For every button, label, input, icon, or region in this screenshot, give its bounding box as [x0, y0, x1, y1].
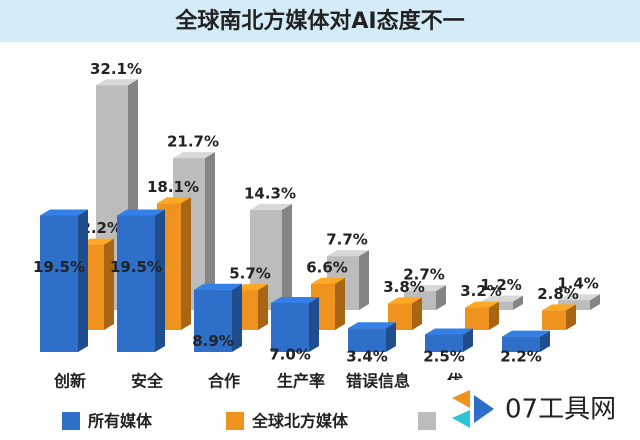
x-tick-label: 生产率 [277, 372, 325, 391]
bar-side [463, 328, 473, 352]
bar-side [205, 152, 215, 310]
bar-side [386, 322, 396, 352]
legend-swatch [226, 412, 244, 430]
plot: 32.1%12.2%19.5%创新21.7%18.1%19.5%安全14.3%5… [33, 60, 600, 391]
legend-swatch [418, 412, 436, 430]
legend: 所有媒体 全球北方媒体 [62, 412, 436, 431]
value-label: 7.0% [269, 346, 311, 364]
bar-side [590, 294, 600, 310]
value-label: 14.3% [244, 184, 296, 202]
bar-side [540, 330, 550, 352]
bar-side [78, 209, 88, 352]
bar-top [117, 209, 165, 216]
value-label: 3.2% [460, 282, 502, 300]
watermark-box [440, 380, 640, 440]
bar-side [232, 283, 242, 352]
bar-top [194, 283, 242, 290]
bar-top [348, 322, 396, 329]
bar-top [502, 330, 550, 337]
value-label: 2.8% [537, 285, 579, 303]
title-band [0, 0, 640, 42]
bar-side [359, 250, 369, 310]
bar [542, 310, 566, 330]
bar-side [309, 297, 319, 352]
bar-top [96, 79, 138, 86]
bar-side [104, 238, 114, 330]
legend-label: 全球北方媒体 [251, 412, 349, 431]
x-tick-label: 错误信息 [346, 372, 410, 391]
value-label: 1.2% [480, 276, 522, 294]
bar [348, 328, 386, 352]
value-label: 8.9% [192, 332, 234, 350]
value-label: 2.7% [403, 266, 445, 284]
legend-label: 所有媒体 [88, 412, 153, 431]
watermark: 07工具网 [505, 395, 616, 425]
bar [425, 334, 463, 352]
bar-top [80, 238, 114, 245]
bar-side [489, 301, 499, 330]
bar-top [311, 277, 345, 284]
x-tick-label: 创新 [53, 372, 86, 391]
bar-top [327, 250, 369, 257]
value-label: 2.2% [500, 348, 542, 366]
value-label: 18.1% [147, 178, 199, 196]
value-label: 19.5% [110, 258, 162, 276]
bar [465, 307, 489, 330]
bar-side [412, 297, 422, 330]
bar-side [436, 285, 446, 310]
value-label: 1.4% [557, 275, 599, 293]
bar-side [513, 295, 523, 310]
bar [117, 215, 155, 352]
value-label: 7.7% [326, 231, 368, 249]
bar [271, 303, 309, 352]
bar-side [335, 277, 345, 330]
bar [502, 336, 540, 352]
bar-side [282, 203, 292, 310]
bar-top [558, 294, 600, 301]
watermark-logo [474, 395, 494, 423]
value-label: 6.6% [306, 258, 348, 276]
value-label: 3.4% [346, 348, 388, 366]
bar-top [271, 297, 319, 303]
bar-top [40, 209, 88, 216]
bar-top [234, 284, 268, 291]
x-tick-label: 安全 [131, 372, 164, 391]
bar-side [155, 209, 165, 352]
bar-side [566, 304, 576, 330]
value-label: 21.7% [167, 133, 219, 151]
bar-top [250, 203, 292, 210]
bar-top [157, 197, 191, 204]
chart-title: 全球南北方媒体对AI态度不一 [174, 8, 464, 34]
bar-top [404, 285, 446, 292]
bar-top [481, 295, 523, 302]
bar-side [258, 284, 268, 330]
bar [40, 215, 78, 352]
value-label: 3.8% [383, 278, 425, 296]
value-label: 5.7% [229, 265, 271, 283]
bar [194, 289, 232, 352]
watermark-logo [452, 410, 470, 428]
legend-swatch [62, 412, 80, 430]
value-label: 19.5% [33, 258, 85, 276]
bar-side [181, 197, 191, 330]
x-tick-label: 合作 [208, 372, 240, 391]
bar-top [173, 152, 215, 159]
value-label: 32.1% [90, 60, 142, 78]
bar-top [388, 297, 422, 304]
bar-top [465, 301, 499, 308]
value-label: 2.5% [423, 348, 465, 366]
watermark-logo [452, 390, 470, 408]
bar-top [542, 304, 576, 311]
bar-top [425, 328, 473, 335]
